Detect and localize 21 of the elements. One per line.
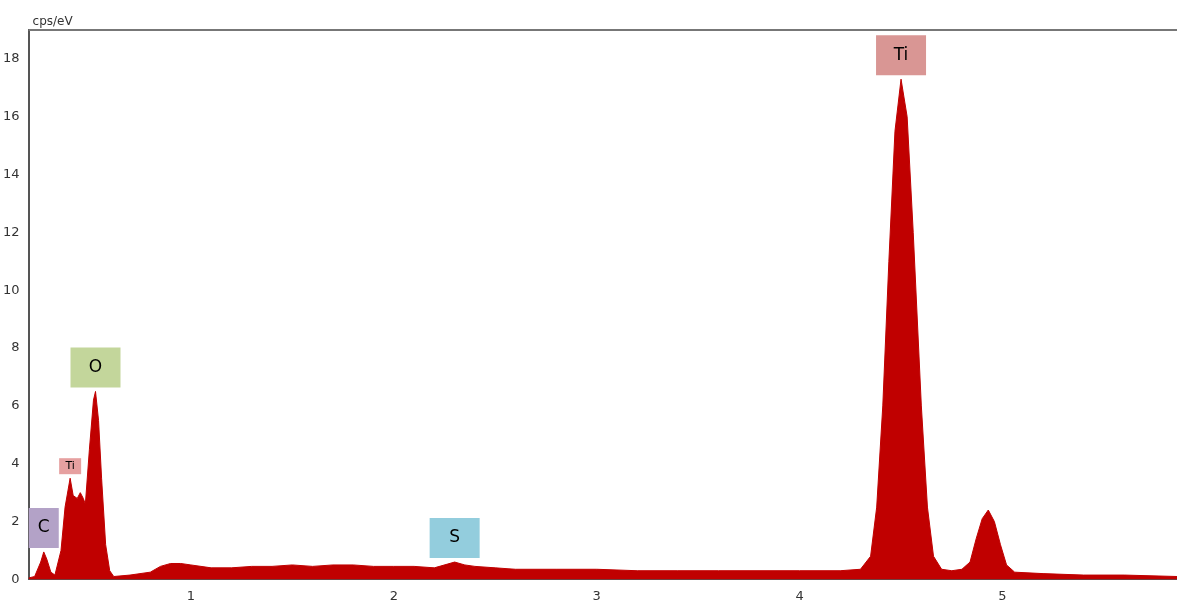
y-axis-title: cps/eV (32, 14, 74, 29)
x-tick-label: 1 (186, 587, 196, 603)
annotation: C (37, 516, 50, 537)
annotation: Ti (64, 459, 75, 473)
x-tick-label: 4 (795, 587, 804, 603)
x-tick-label: 3 (592, 587, 601, 603)
annotation: O (88, 355, 103, 376)
y-tick-label: 12 (3, 223, 20, 239)
x-tick-label: 5 (998, 587, 1007, 603)
y-tick-label: 4 (11, 455, 20, 471)
x-tick-label: 2 (389, 587, 398, 603)
y-tick-label: 16 (3, 108, 20, 124)
annotation: Ti (892, 43, 909, 64)
y-tick-label: 14 (3, 165, 20, 181)
y-tick-label: 8 (11, 339, 20, 355)
annotation: S (449, 526, 461, 547)
y-tick-label: 0 (11, 570, 20, 586)
y-tick-label: 2 (11, 512, 20, 528)
y-tick-label: 10 (3, 281, 20, 297)
y-tick-label: 18 (3, 50, 20, 66)
y-tick-label: 6 (11, 397, 20, 413)
